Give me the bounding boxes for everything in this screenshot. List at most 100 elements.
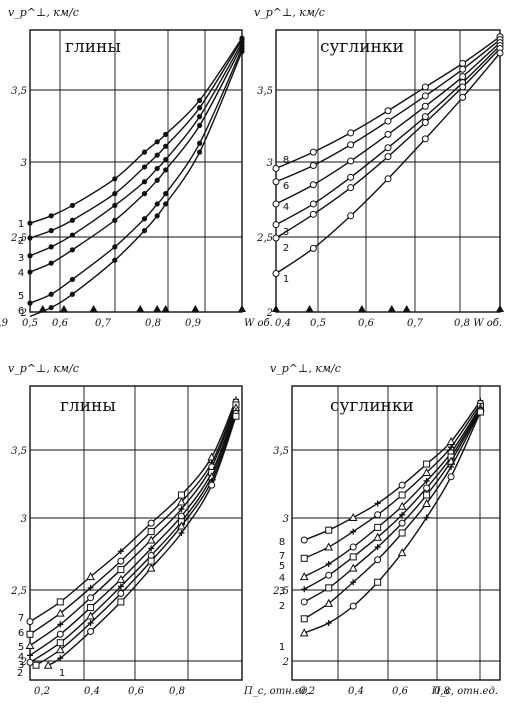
y-tick-label: 3,5 bbox=[273, 446, 289, 457]
data-point bbox=[384, 130, 392, 138]
data-point bbox=[208, 481, 216, 489]
data-point bbox=[349, 602, 357, 610]
data-point bbox=[300, 615, 308, 623]
data-point bbox=[141, 191, 148, 197]
data-point bbox=[325, 526, 333, 534]
data-point bbox=[112, 257, 118, 263]
data-point bbox=[154, 152, 160, 158]
data-point bbox=[48, 244, 54, 250]
data-point bbox=[300, 554, 308, 562]
x-tick-label: 0,6 bbox=[392, 686, 409, 697]
curve-label: 8 bbox=[279, 537, 285, 548]
curve-label: 6 bbox=[18, 306, 24, 317]
data-point bbox=[27, 269, 33, 275]
data-point bbox=[87, 627, 95, 635]
curve-label: 3 bbox=[18, 253, 24, 264]
data-point bbox=[197, 140, 203, 146]
data-point bbox=[48, 304, 54, 311]
curve-label: 3 bbox=[18, 660, 24, 671]
data-point bbox=[69, 291, 75, 297]
axis-triangle-marker bbox=[191, 305, 200, 312]
data-point bbox=[347, 173, 355, 181]
x-tick-label: 0,8 bbox=[454, 318, 470, 329]
data-point bbox=[299, 572, 309, 581]
series-line-2 bbox=[35, 413, 237, 666]
data-point bbox=[55, 645, 65, 654]
data-point bbox=[384, 107, 392, 115]
data-point bbox=[272, 234, 280, 242]
axis-triangle-marker bbox=[387, 305, 396, 312]
data-point bbox=[350, 579, 357, 586]
data-point bbox=[32, 661, 40, 669]
data-point bbox=[299, 628, 309, 637]
curve-label: 5 bbox=[279, 561, 285, 572]
data-point bbox=[373, 532, 382, 541]
data-point bbox=[324, 598, 334, 607]
x-tick-label: 0,7 bbox=[95, 318, 112, 329]
data-point bbox=[27, 300, 33, 306]
axis-triangle-marker bbox=[496, 305, 504, 312]
axis-triangle-marker bbox=[357, 305, 366, 312]
series-line-2 bbox=[275, 48, 501, 239]
chart-panel-1: v_p^⊥, км/с22,533,50,5 0,6 0,7 0,8 0,9 W об.г… bbox=[8, 6, 273, 329]
data-point bbox=[112, 244, 118, 250]
data-point bbox=[48, 291, 54, 297]
data-point bbox=[374, 523, 382, 531]
axis-triangle-marker bbox=[153, 305, 162, 312]
x-axis-label: W об. bbox=[244, 318, 273, 329]
data-point bbox=[347, 157, 355, 165]
y-tick-label: 2,5 bbox=[10, 233, 27, 244]
chart-title: глины bbox=[60, 396, 116, 416]
data-point bbox=[57, 655, 64, 662]
data-point bbox=[69, 276, 75, 283]
data-point bbox=[117, 557, 125, 565]
data-point bbox=[398, 519, 406, 527]
data-point bbox=[422, 467, 431, 477]
series-line-7 bbox=[303, 403, 482, 559]
x-tick-label: 0,4 bbox=[275, 318, 291, 329]
data-point bbox=[374, 544, 381, 551]
data-point bbox=[163, 156, 169, 163]
curve-label: 7 bbox=[18, 613, 24, 624]
x-tick-label: 0,5 bbox=[22, 318, 38, 329]
data-point bbox=[141, 164, 148, 170]
data-point bbox=[57, 621, 64, 628]
data-point bbox=[177, 521, 186, 530]
data-point bbox=[146, 563, 156, 572]
data-point bbox=[178, 506, 185, 513]
curve-label: 2 bbox=[18, 236, 24, 247]
data-point bbox=[384, 117, 392, 125]
y-tick-label: 2 bbox=[20, 308, 27, 319]
data-point bbox=[272, 200, 280, 208]
data-point bbox=[448, 463, 455, 470]
data-point bbox=[177, 497, 186, 506]
x-tick-label: 0,4 bbox=[348, 686, 364, 697]
data-point bbox=[87, 594, 95, 602]
axis-triangle-marker bbox=[402, 305, 411, 312]
data-point bbox=[117, 589, 125, 597]
data-point bbox=[141, 228, 148, 234]
data-point bbox=[48, 228, 54, 234]
axis-triangle-marker bbox=[305, 305, 314, 312]
data-point bbox=[349, 543, 357, 551]
data-point bbox=[421, 135, 429, 143]
data-point bbox=[87, 584, 94, 591]
data-point bbox=[141, 149, 148, 155]
y-tick-label: 3 bbox=[21, 514, 27, 525]
y-tick-label: 2 bbox=[20, 657, 27, 668]
data-point bbox=[309, 148, 317, 156]
axis-triangle-marker bbox=[136, 305, 145, 312]
series-line-5 bbox=[29, 404, 237, 647]
data-point bbox=[476, 408, 484, 416]
curve-label: 4 bbox=[18, 268, 24, 279]
data-point bbox=[112, 217, 118, 223]
data-point bbox=[272, 164, 280, 172]
data-point bbox=[423, 514, 430, 521]
data-point bbox=[239, 48, 245, 55]
data-point bbox=[301, 586, 308, 593]
chart-title: глины bbox=[65, 37, 121, 57]
data-point bbox=[27, 652, 33, 659]
y-axis-label: v_p^⊥, км/с bbox=[8, 6, 79, 19]
data-point bbox=[272, 221, 280, 229]
